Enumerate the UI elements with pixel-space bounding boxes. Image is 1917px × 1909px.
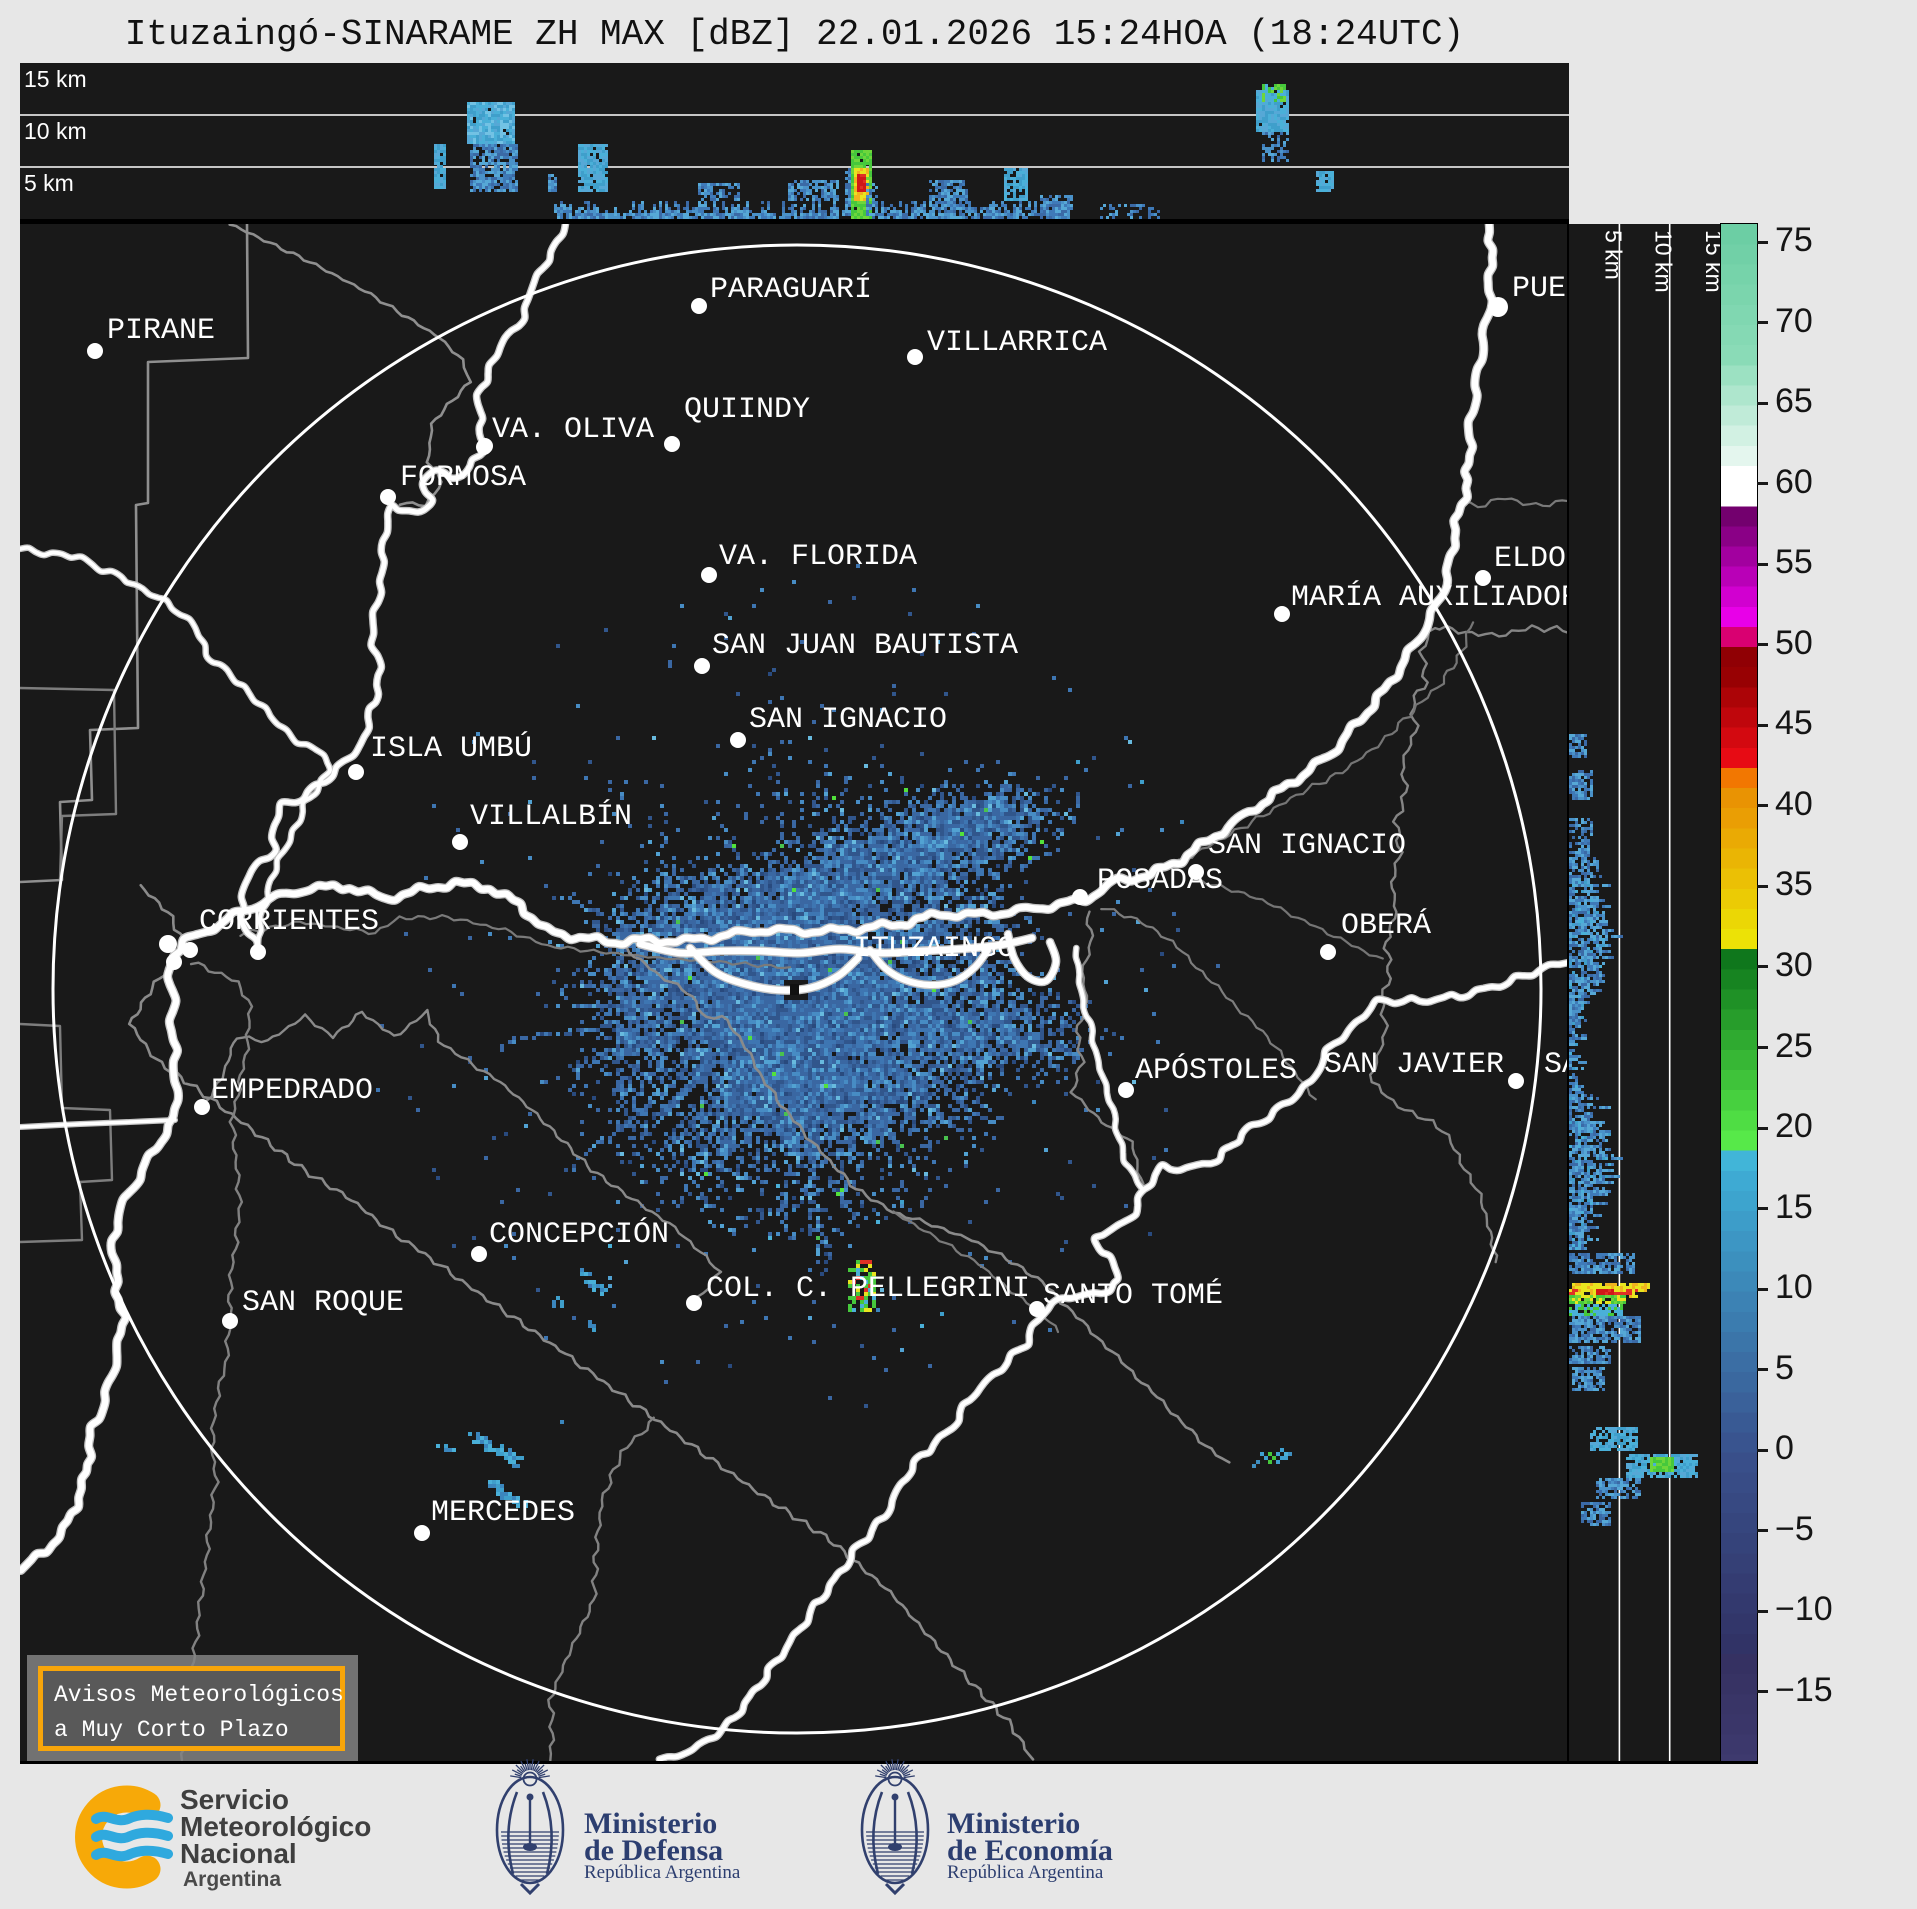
svg-text:ITUZAINGÓ: ITUZAINGÓ [853,931,1015,966]
svg-text:10 km: 10 km [24,118,87,144]
svg-text:SAN JUAN BAUTISTA: SAN JUAN BAUTISTA [712,629,1018,663]
svg-text:SAN: SAN [1544,1048,1569,1082]
svg-text:VILLARRICA: VILLARRICA [927,326,1107,360]
svg-text:ISLA UMBÚ: ISLA UMBÚ [370,731,532,766]
svg-text:POSADAS: POSADAS [1097,864,1223,898]
svg-text:CONCEPCIÓN: CONCEPCIÓN [489,1217,669,1252]
svg-text:SAN IGNACIO: SAN IGNACIO [1208,829,1406,863]
svg-text:PARAGUARÍ: PARAGUARÍ [710,272,872,307]
svg-text:15 km: 15 km [1701,230,1720,293]
svg-text:SAN JAVIER: SAN JAVIER [1324,1048,1504,1082]
svg-text:VA. FLORIDA: VA. FLORIDA [719,540,917,574]
svg-text:OBERÁ: OBERÁ [1341,908,1431,943]
svg-text:SAN IGNACIO: SAN IGNACIO [749,703,947,737]
svg-text:ELDORADO: ELDORADO [1494,542,1569,576]
svg-text:SANTO TOMÉ: SANTO TOMÉ [1043,1278,1223,1313]
svg-text:PUERTO: PUERTO [1512,272,1569,306]
svg-text:FORMOSA: FORMOSA [400,461,526,495]
svg-text:VA. OLIVA: VA. OLIVA [492,413,654,447]
svg-text:PIRANE: PIRANE [107,314,215,348]
svg-text:CORRIENTES: CORRIENTES [199,905,379,939]
svg-text:MARÍA AUXILIADORA: MARÍA AUXILIADORA [1291,580,1569,615]
svg-text:QUIINDY: QUIINDY [684,393,810,427]
svg-text:5 km: 5 km [1600,230,1626,280]
svg-text:5 km: 5 km [24,170,74,196]
svg-text:APÓSTOLES: APÓSTOLES [1135,1053,1297,1088]
svg-text:COL. C. PELLEGRINI: COL. C. PELLEGRINI [706,1272,1030,1306]
svg-text:EMPEDRADO: EMPEDRADO [211,1074,373,1108]
svg-text:SAN ROQUE: SAN ROQUE [242,1286,404,1320]
svg-text:15 km: 15 km [24,66,87,92]
svg-text:10 km: 10 km [1651,230,1677,293]
svg-text:VILLALBÍN: VILLALBÍN [470,799,632,834]
svg-text:MERCEDES: MERCEDES [431,1496,575,1530]
